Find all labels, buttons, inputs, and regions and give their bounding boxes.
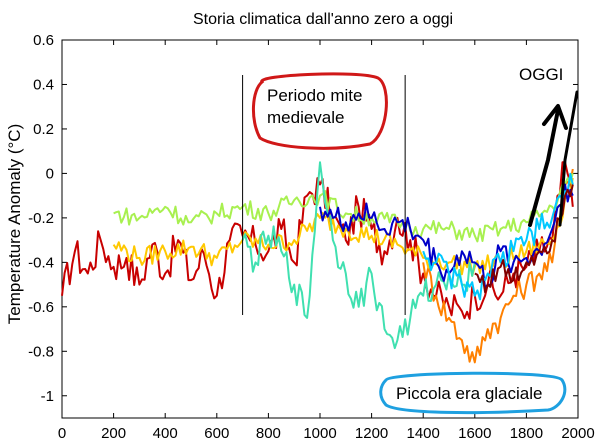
x-tick-label: 2000	[561, 425, 594, 442]
y-tick-label: -0.8	[28, 343, 54, 360]
series-line	[422, 168, 574, 364]
y-tick-label: 0.6	[33, 32, 54, 49]
x-tick-label: 800	[256, 425, 281, 442]
y-tick-label: 0.2	[33, 121, 54, 138]
medieval-outline	[252, 72, 388, 150]
little-ice-age-label: Piccola era glaciale	[396, 384, 542, 403]
chart-title: Storia climatica dall'anno zero a oggi	[193, 11, 453, 28]
x-tick-label: 600	[204, 425, 229, 442]
x-tick-label: 0	[58, 425, 66, 442]
x-tick-label: 1200	[355, 425, 388, 442]
series-line	[241, 161, 476, 350]
trend-arrow-1	[528, 108, 560, 227]
y-axis-label: Temperature Anomaly (°C)	[5, 124, 24, 324]
oggi-label: OGGI	[519, 65, 563, 84]
trend-arrowhead-1	[542, 104, 568, 130]
x-axis: 0 200 400 600 800 1000 1200 1400 1600 1800 2000	[58, 40, 595, 442]
medieval-label-line-1: Periodo mite	[267, 86, 362, 105]
medieval-label-line-2: medievale	[267, 108, 345, 127]
series-line	[422, 172, 574, 301]
y-axis: -1 -0.8 -0.6 -0.4 -0.2 0 0.2 0.4 0.6	[28, 32, 578, 405]
x-tick-label: 1800	[510, 425, 543, 442]
y-tick-label: -0.4	[28, 254, 54, 271]
x-tick-label: 1000	[303, 425, 336, 442]
series-line	[474, 184, 574, 294]
y-tick-label: 0.4	[33, 76, 54, 93]
series-line	[113, 173, 574, 243]
trend-arrow-2	[558, 90, 579, 227]
y-tick-label: 0	[46, 165, 54, 182]
y-tick-label: -0.2	[28, 210, 54, 227]
little-ice-age-outline	[379, 371, 567, 415]
y-tick-label: -1	[41, 388, 54, 405]
x-tick-label: 1600	[458, 425, 491, 442]
series-group	[61, 161, 574, 364]
annotation-group: Periodo mite medievale Piccola era glacial…	[242, 65, 579, 415]
x-tick-label: 1400	[407, 425, 440, 442]
x-tick-label: 200	[101, 425, 126, 442]
y-tick-label: -0.6	[28, 299, 54, 316]
x-tick-label: 400	[153, 425, 178, 442]
